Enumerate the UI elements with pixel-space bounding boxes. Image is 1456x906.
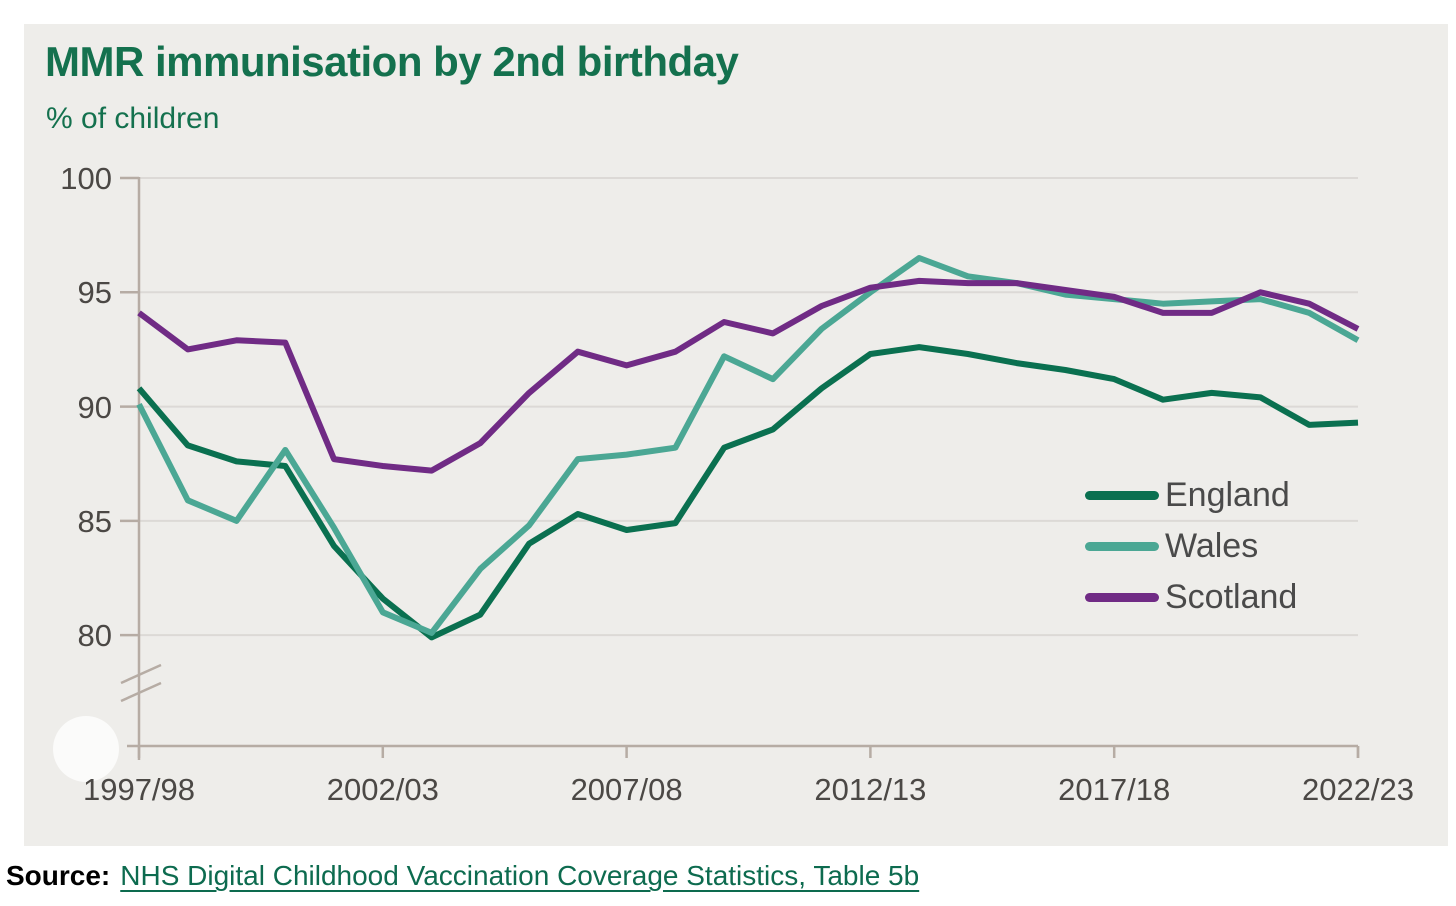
source-link[interactable]: NHS Digital Childhood Vaccination Covera… [120, 860, 920, 891]
x-axis-label: 1997/98 [82, 772, 196, 807]
y-axis-label: 90 [77, 389, 112, 425]
legend-label-wales: Wales [1165, 527, 1259, 565]
x-axis-label: 2017/18 [1058, 772, 1171, 807]
corner-blob [53, 716, 119, 782]
legend-item-england: England [1085, 470, 1297, 521]
series-line-wales [136, 255, 1360, 636]
chart-card [24, 24, 1448, 846]
legend-swatch-wales [1085, 542, 1159, 551]
x-axis-label: 2012/13 [814, 772, 927, 807]
y-axis-label: 100 [60, 161, 112, 196]
x-axis-label: 2022/23 [1301, 772, 1415, 807]
series-line-scotland [137, 277, 1360, 474]
source-row: Source: NHS Digital Childhood Vaccinatio… [0, 846, 1456, 906]
source-label: Source: [6, 860, 111, 891]
legend-swatch-scotland [1085, 593, 1159, 602]
legend-item-wales: Wales [1085, 521, 1297, 572]
legend-item-scotland: Scotland [1085, 572, 1297, 623]
chart-subtitle: % of children [46, 102, 220, 135]
y-axis-label: 85 [77, 503, 112, 539]
axis-break-mark [120, 663, 162, 685]
x-axis-label: 2007/08 [570, 772, 683, 807]
legend-swatch-england [1085, 491, 1159, 500]
legend: England Wales Scotland [1085, 470, 1297, 623]
series-line-england [136, 344, 1359, 641]
x-axis-label: 2002/03 [326, 772, 439, 807]
y-axis-label: 80 [77, 618, 112, 654]
legend-label-scotland: Scotland [1165, 578, 1298, 616]
y-axis-label: 95 [77, 275, 112, 311]
legend-label-england: England [1165, 476, 1290, 514]
axis-break-mark [120, 681, 162, 703]
chart-title: MMR immunisation by 2nd birthday [45, 38, 739, 85]
